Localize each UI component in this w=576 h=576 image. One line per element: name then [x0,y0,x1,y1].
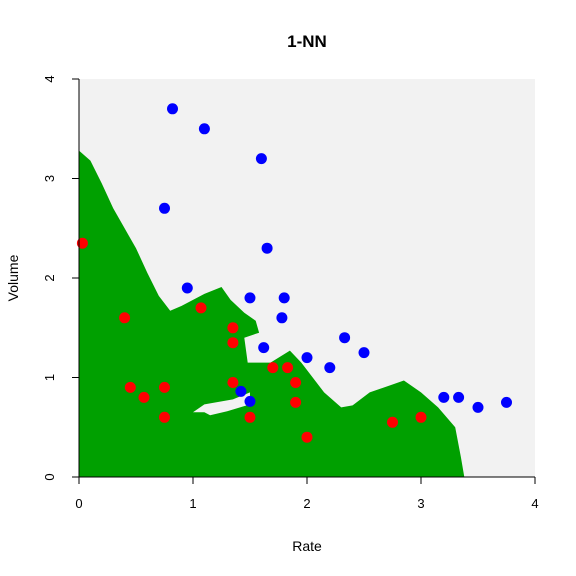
data-point [262,243,273,254]
data-point [196,302,207,313]
plot-area [77,79,535,477]
data-point [267,362,278,373]
data-point [159,382,170,393]
data-point [256,153,267,164]
data-point [282,362,293,373]
data-point [258,342,269,353]
data-point [276,312,287,323]
data-point [302,432,313,443]
y-tick-label: 2 [42,274,57,281]
data-point [227,377,238,388]
data-point [290,397,301,408]
data-point [290,377,301,388]
chart-title: 1-NN [287,32,327,51]
data-point [125,382,136,393]
data-point [416,412,427,423]
data-point [339,332,350,343]
data-point [387,417,398,428]
data-point [245,292,256,303]
x-tick-label: 1 [189,496,196,511]
data-point [453,392,464,403]
data-point [235,386,246,397]
data-point [473,402,484,413]
data-point [279,292,290,303]
data-point [119,312,130,323]
data-point [324,362,335,373]
data-point [438,392,449,403]
data-point [227,337,238,348]
data-point [245,396,256,407]
y-tick-label: 4 [42,75,57,82]
y-axis-label: Volume [5,254,21,301]
x-tick-label: 2 [303,496,310,511]
x-tick-label: 4 [531,496,538,511]
x-tick-label: 3 [417,496,424,511]
data-point [159,203,170,214]
data-point [245,412,256,423]
data-point [199,123,210,134]
data-point [139,392,150,403]
data-point [167,103,178,114]
x-axis-label: Rate [292,538,322,554]
y-tick-label: 1 [42,374,57,381]
data-point [227,322,238,333]
data-point [302,352,313,363]
data-point [359,347,370,358]
y-tick-label: 3 [42,175,57,182]
data-point [159,412,170,423]
data-point [501,397,512,408]
y-tick-label: 0 [42,473,57,480]
data-point [182,283,193,294]
x-tick-label: 0 [75,496,82,511]
